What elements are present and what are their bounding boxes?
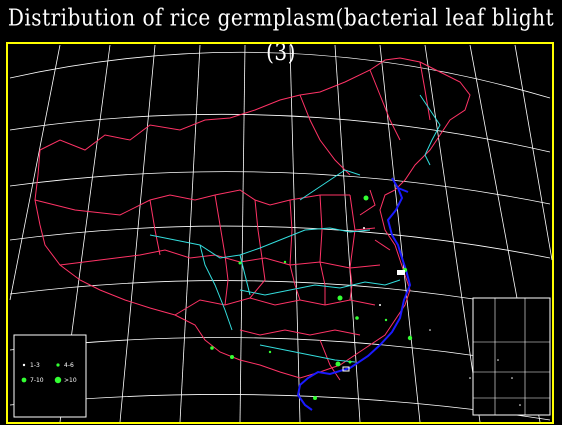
- legend-symbol: [22, 363, 26, 367]
- point: [519, 404, 521, 406]
- point: [384, 318, 388, 322]
- inset-south-china-sea: [472, 297, 551, 416]
- graticule: [9, 44, 553, 423]
- legend-label: 4-6: [64, 362, 74, 369]
- point: [363, 195, 369, 201]
- point: [313, 396, 317, 400]
- legend-symbol: [56, 363, 60, 367]
- point: [342, 366, 350, 372]
- data-points: [210, 195, 413, 400]
- point: [511, 377, 513, 379]
- point: [469, 377, 471, 379]
- point: [397, 270, 405, 275]
- white-points: [342, 227, 521, 406]
- legend-label: 7-10: [30, 377, 44, 384]
- point: [355, 316, 359, 320]
- point: [283, 260, 287, 264]
- point: [363, 227, 365, 229]
- legend: 1-3 4-6 7-10 >10: [13, 334, 87, 418]
- rivers: [149, 94, 441, 363]
- legend-symbol: [54, 376, 62, 384]
- map-frame: [6, 42, 554, 424]
- province-borders: [34, 57, 471, 381]
- point: [230, 355, 234, 359]
- legend-label: >10: [64, 377, 77, 384]
- point: [429, 329, 431, 331]
- legend-symbol: [21, 377, 27, 383]
- point: [379, 304, 381, 306]
- point: [407, 335, 413, 341]
- point: [497, 359, 499, 361]
- legend-label: 1-3: [30, 362, 40, 369]
- point: [210, 346, 214, 350]
- point: [335, 361, 341, 367]
- point: [268, 350, 272, 354]
- point: [337, 295, 343, 301]
- point: [238, 261, 242, 265]
- point: [348, 360, 352, 364]
